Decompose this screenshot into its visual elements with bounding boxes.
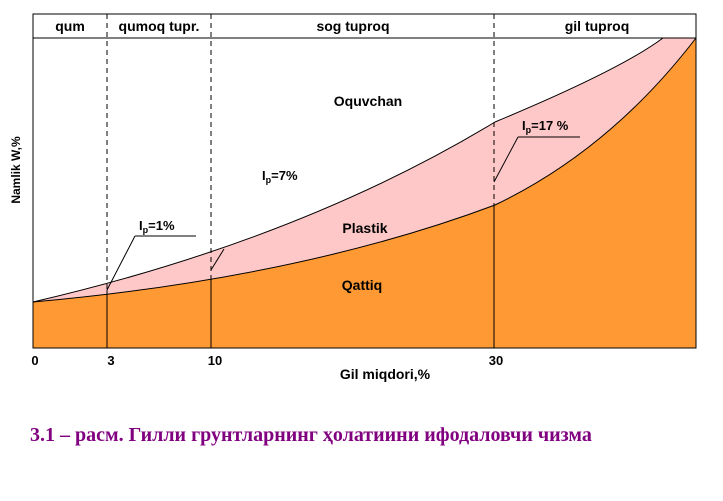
region-label-plastik: Plastik — [342, 220, 387, 236]
plastic-zone — [33, 38, 696, 302]
x-tick-30: 30 — [489, 353, 503, 368]
liquid-limit-curve — [32, 37, 664, 303]
x-tick-0: 0 — [31, 353, 38, 368]
x-axis-label: Gil miqdori,% — [340, 366, 431, 382]
leader-ip-7 — [210, 248, 225, 271]
zone-label-sog: sog tuproq — [316, 18, 389, 34]
region-label-oquvchan: Oquvchan — [334, 93, 402, 109]
header-band — [32, 13, 697, 39]
y-axis-label: Namlik W,% — [9, 136, 23, 204]
annotation-ip-7: Ip=7% — [262, 168, 298, 185]
figure-caption: 3.1 – расм. Гилли грунтларнинг ҳолатиини… — [30, 424, 592, 446]
leader-ip-1-d — [106, 235, 136, 291]
zone-label-qumoq: qumoq tupr. — [119, 18, 200, 34]
zone-label-gil: gil tuproq — [565, 18, 630, 34]
solid-zone — [33, 38, 696, 348]
x-tick-10: 10 — [208, 353, 222, 368]
plastic-limit-curve — [32, 37, 697, 303]
annotation-ip-1: Ip=1% — [139, 218, 175, 235]
leader-ip-17-d — [493, 136, 519, 183]
x-tick-3: 3 — [107, 353, 114, 368]
region-label-qattiq: Qattiq — [342, 277, 382, 293]
zone-label-qum: qum — [55, 18, 85, 34]
plot-frame — [32, 13, 697, 349]
annotation-ip-17: Ip=17 % — [522, 118, 569, 135]
